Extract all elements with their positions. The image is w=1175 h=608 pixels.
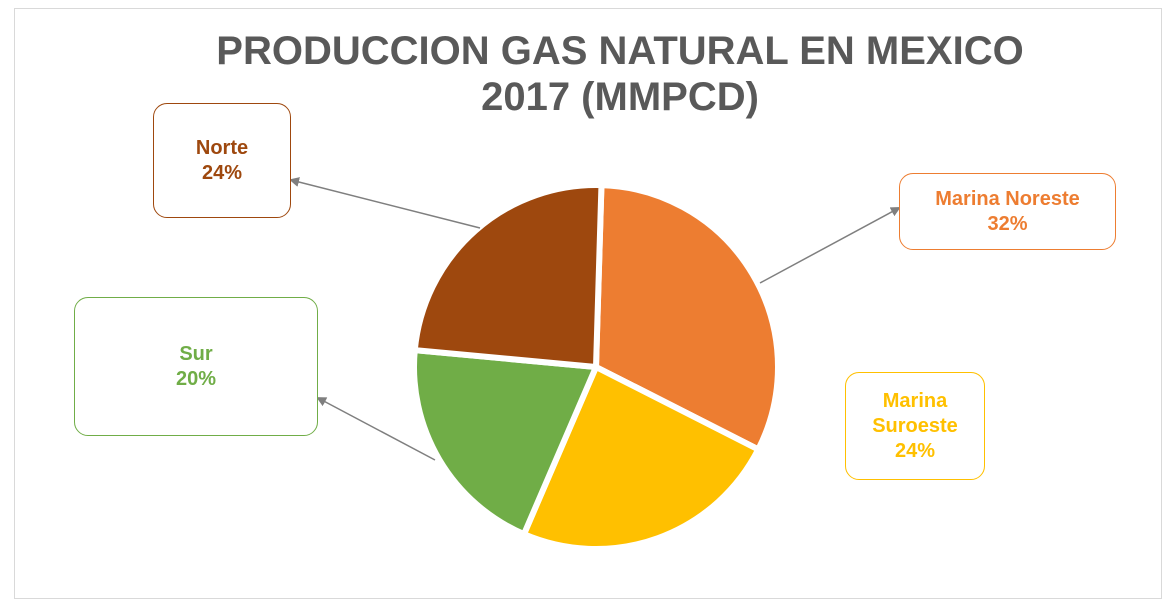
chart-frame <box>14 8 1162 599</box>
data-label: Marina Noreste 32% <box>899 173 1116 250</box>
label-value: 24% <box>894 439 936 462</box>
label-value: 20% <box>175 367 217 390</box>
chart-title: PRODUCCION GAS NATURAL EN MEXICO 2017 (M… <box>216 29 1024 119</box>
label-value: 32% <box>987 212 1028 235</box>
pie-slice <box>593 182 781 453</box>
leader-line <box>759 207 901 284</box>
pie-slice <box>520 364 762 552</box>
label-name: Norte <box>195 136 249 159</box>
label-name: Marina Noreste <box>935 187 1080 210</box>
pie-slice <box>411 347 599 538</box>
label-name: Marina Suroeste <box>872 389 958 437</box>
data-label: Norte 24% <box>153 103 291 218</box>
leader-line <box>289 177 481 229</box>
leader-line <box>316 397 436 461</box>
pie-slice <box>411 182 605 370</box>
label-name: Sur <box>179 342 213 365</box>
data-label: Sur 20% <box>74 297 318 436</box>
data-label: Marina Suroeste 24% <box>845 372 985 480</box>
label-value: 24% <box>201 161 243 184</box>
